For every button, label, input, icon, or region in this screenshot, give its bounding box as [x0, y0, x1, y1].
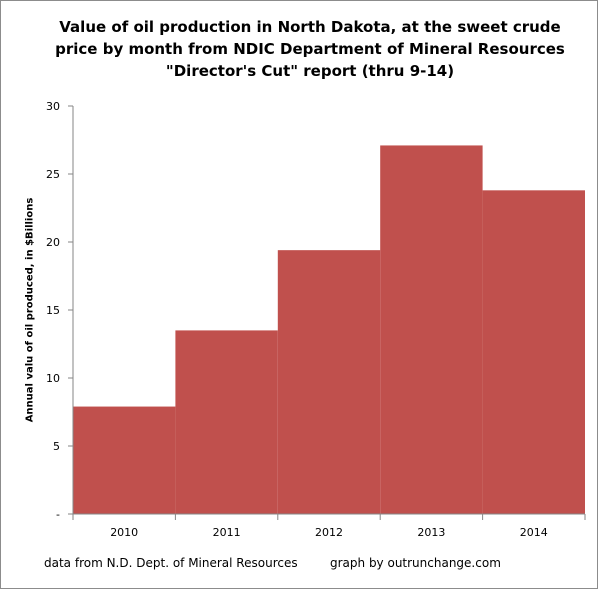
- chart-title-line-3: "Director's Cut" report (thru 9-14): [165, 62, 455, 80]
- x-tick-label-2011: 2011: [213, 526, 241, 539]
- x-tick-label-2014: 2014: [520, 526, 548, 539]
- bar-2014: [482, 190, 585, 514]
- chart-title-line-1: Value of oil production in North Dakota,…: [59, 18, 561, 36]
- y-tick-label-6: 30: [46, 100, 60, 113]
- y-tick-label-2: 10: [46, 372, 60, 385]
- bar-2013: [380, 145, 483, 514]
- x-tick-label-2012: 2012: [315, 526, 343, 539]
- credit-note: graph by outrunchange.com: [330, 556, 501, 570]
- chart-title: Value of oil production in North Dakota,…: [40, 16, 580, 82]
- x-tick-label-2010: 2010: [110, 526, 138, 539]
- bar-2010: [73, 406, 176, 514]
- y-tick-label-4: 20: [46, 236, 60, 249]
- y-tick-label-3: 15: [46, 304, 60, 317]
- chart-title-line-2: price by month from NDIC Department of M…: [55, 40, 565, 58]
- y-tick-label-0: -: [56, 508, 60, 521]
- y-tick-label-1: 5: [53, 440, 60, 453]
- source-note: data from N.D. Dept. of Mineral Resource…: [44, 556, 298, 570]
- y-tick-label-5: 25: [46, 168, 60, 181]
- x-tick-label-2013: 2013: [417, 526, 445, 539]
- bar-2011: [175, 330, 278, 514]
- bar-2012: [277, 250, 381, 514]
